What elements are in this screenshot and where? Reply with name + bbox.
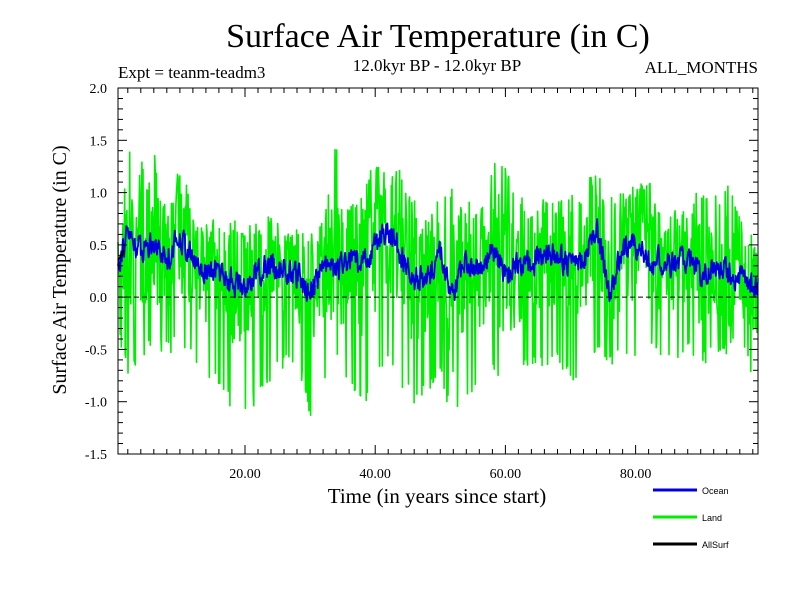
series-ocean-line (117, 218, 759, 303)
experiment-label: Expt = teanm-teadm3 (118, 63, 265, 82)
x-tick-label: 60.00 (490, 467, 522, 482)
plot-area (117, 148, 759, 416)
period-label: 12.0kyr BP - 12.0kyr BP (353, 56, 521, 75)
x-tick-label: 20.00 (229, 467, 261, 482)
legend: Ocean Land AllSurf (653, 486, 729, 550)
x-axis-label: Time (in years since start) (328, 484, 547, 508)
y-tick-label: -1.5 (85, 448, 107, 463)
months-label: ALL_MONTHS (645, 58, 758, 77)
chart-title: Surface Air Temperature (in C) (226, 18, 650, 55)
axes: 20.00 40.00 60.00 80.00 -1.5 -1.0 -0.5 0.0 0.5 1.… (85, 82, 759, 482)
legend-label-ocean: Ocean (702, 486, 729, 496)
x-tick-label: 80.00 (620, 467, 652, 482)
y-tick-label: -1.0 (85, 396, 107, 411)
y-tick-label: 2.0 (90, 82, 108, 97)
y-tick-label: 1.5 (90, 134, 108, 149)
legend-label-allsurf: AllSurf (702, 540, 729, 550)
x-tick-label: 40.00 (359, 467, 391, 482)
y-tick-label: -0.5 (85, 343, 107, 358)
legend-label-land: Land (702, 513, 722, 523)
y-tick-label: 0.5 (90, 239, 108, 254)
plot-frame (117, 87, 759, 455)
series-land-line (117, 148, 759, 416)
y-axis-label: Surface Air Temperature (in C) (49, 145, 71, 394)
y-tick-label: 1.0 (90, 187, 108, 202)
y-tick-label: 0.0 (90, 291, 108, 306)
